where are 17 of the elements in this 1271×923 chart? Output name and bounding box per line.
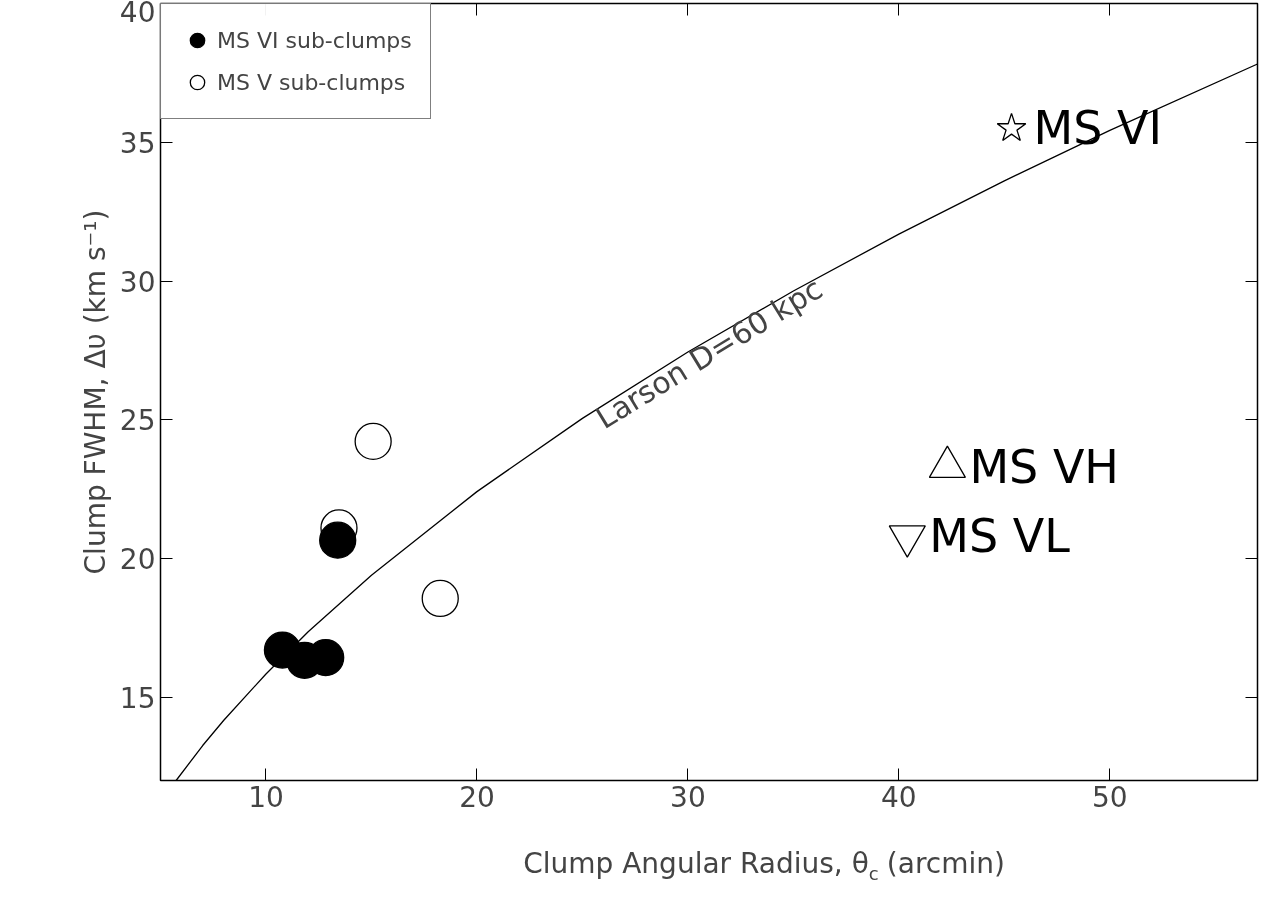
y-tick-label: 35 [119, 126, 156, 160]
legend-label: MS V sub-clumps [217, 69, 406, 95]
legend-label: MS VI sub-clumps [217, 27, 412, 53]
x-tick-label: 50 [1092, 780, 1128, 814]
y-tick-label: 15 [119, 681, 156, 715]
x-tick-label: 20 [459, 780, 495, 814]
y-axis-title: Clump FWHM, Δυ (km s⁻¹) [78, 209, 112, 575]
y-tick-label: 25 [119, 404, 156, 438]
y-tick-label: 30 [119, 265, 156, 299]
x-tick-label: 40 [881, 780, 917, 814]
y-tick-label: 40 [119, 0, 156, 29]
x-tick-label: 10 [248, 780, 284, 814]
series-label: MS VL [929, 509, 1071, 564]
y-tick-label: 20 [119, 543, 156, 576]
series-label: MS VH [969, 439, 1119, 494]
series-label: MS VI [1033, 101, 1163, 156]
x-tick-label: 30 [670, 780, 706, 814]
